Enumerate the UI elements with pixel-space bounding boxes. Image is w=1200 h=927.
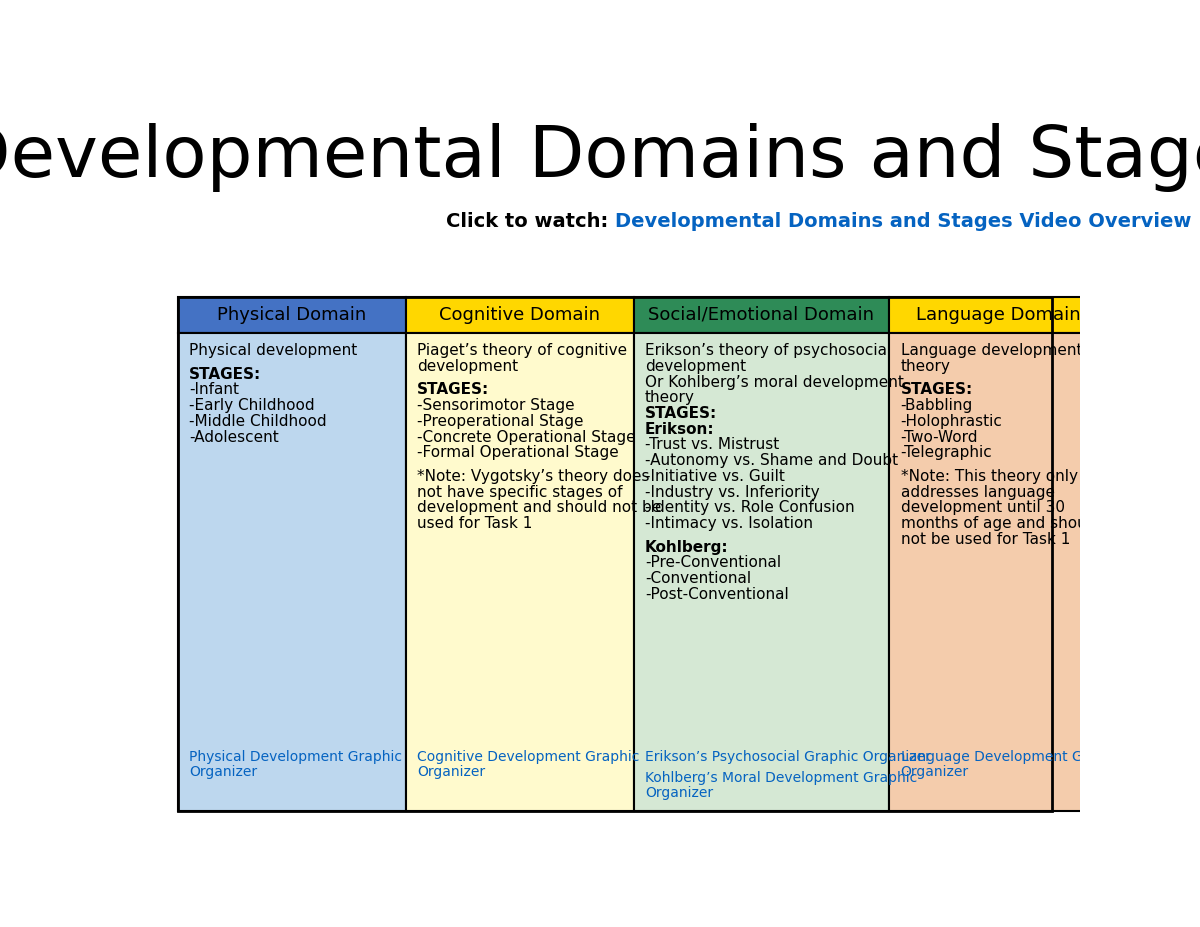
Text: Physical Domain: Physical Domain: [217, 306, 366, 324]
Text: -Industry vs. Inferiority: -Industry vs. Inferiority: [644, 485, 820, 500]
Bar: [889, 333, 1108, 811]
Text: Physical Development Graphic: Physical Development Graphic: [190, 750, 402, 764]
Text: Organizer: Organizer: [416, 765, 485, 779]
Text: -Early Childhood: -Early Childhood: [190, 399, 314, 413]
Text: STAGES:: STAGES:: [416, 383, 490, 398]
Text: development: development: [644, 359, 746, 374]
Text: development and should not be: development and should not be: [416, 501, 661, 515]
Text: -Intimacy vs. Isolation: -Intimacy vs. Isolation: [644, 516, 812, 531]
Text: -Babbling: -Babbling: [900, 399, 973, 413]
Text: Language Development Graphic: Language Development Graphic: [900, 750, 1126, 764]
Text: -Holophrastic: -Holophrastic: [900, 413, 1002, 429]
Text: Social/Emotional Domain: Social/Emotional Domain: [648, 306, 875, 324]
Text: Developmental Domains and Stages Video Overview: Developmental Domains and Stages Video O…: [616, 212, 1192, 232]
Text: Piaget’s theory of cognitive: Piaget’s theory of cognitive: [416, 343, 628, 358]
Text: not have specific stages of: not have specific stages of: [416, 485, 623, 500]
Text: Erikson’s theory of psychosocial: Erikson’s theory of psychosocial: [644, 343, 892, 358]
Text: -Preoperational Stage: -Preoperational Stage: [416, 413, 583, 429]
Text: not be used for Task 1: not be used for Task 1: [900, 532, 1070, 547]
Text: Organizer: Organizer: [644, 786, 713, 800]
Text: -Adolescent: -Adolescent: [190, 429, 278, 445]
Text: -Pre-Conventional: -Pre-Conventional: [644, 555, 781, 570]
Text: -Telegraphic: -Telegraphic: [900, 445, 992, 461]
Text: -Initiative vs. Guilt: -Initiative vs. Guilt: [644, 469, 785, 484]
Text: STAGES:: STAGES:: [900, 383, 973, 398]
Text: Organizer: Organizer: [190, 765, 257, 779]
Text: -Formal Operational Stage: -Formal Operational Stage: [416, 445, 619, 461]
Text: Physical development: Physical development: [190, 343, 358, 358]
Text: -Two-Word: -Two-Word: [900, 429, 978, 445]
Text: Organizer: Organizer: [900, 765, 968, 779]
Text: used for Task 1: used for Task 1: [416, 516, 533, 531]
Text: -Identity vs. Role Confusion: -Identity vs. Role Confusion: [644, 501, 854, 515]
Bar: [178, 297, 1052, 811]
Text: Language development: Language development: [900, 343, 1082, 358]
Bar: [178, 333, 406, 811]
Text: -Autonomy vs. Shame and Doubt: -Autonomy vs. Shame and Doubt: [644, 453, 898, 468]
Text: Or Kohlberg’s moral development: Or Kohlberg’s moral development: [644, 375, 904, 389]
Text: STAGES:: STAGES:: [190, 367, 262, 382]
Text: Erikson’s Psychosocial Graphic Organizer: Erikson’s Psychosocial Graphic Organizer: [644, 750, 931, 764]
Bar: [634, 297, 889, 333]
Text: development: development: [416, 359, 518, 374]
Text: Kohlberg:: Kohlberg:: [644, 540, 728, 554]
Text: theory: theory: [900, 359, 950, 374]
Text: Click to watch:: Click to watch:: [446, 212, 616, 232]
Text: -Middle Childhood: -Middle Childhood: [190, 413, 326, 429]
Bar: [889, 297, 1108, 333]
Text: Erikson:: Erikson:: [644, 422, 714, 437]
Text: *Note: Vygotsky’s theory does: *Note: Vygotsky’s theory does: [416, 469, 649, 484]
Text: theory: theory: [644, 390, 695, 405]
Text: STAGES:: STAGES:: [644, 406, 718, 421]
Text: Developmental Domains and Stages: Developmental Domains and Stages: [0, 123, 1200, 192]
Text: -Infant: -Infant: [190, 383, 239, 398]
Text: development until 30: development until 30: [900, 501, 1064, 515]
Text: months of age and should: months of age and should: [900, 516, 1100, 531]
Bar: [178, 297, 406, 333]
Bar: [406, 297, 634, 333]
Text: Cognitive Domain: Cognitive Domain: [439, 306, 600, 324]
Text: -Concrete Operational Stage: -Concrete Operational Stage: [416, 429, 636, 445]
Text: Language Domain: Language Domain: [917, 306, 1081, 324]
Bar: [406, 333, 634, 811]
Text: -Post-Conventional: -Post-Conventional: [644, 587, 788, 602]
Text: *Note: This theory only: *Note: This theory only: [900, 469, 1078, 484]
Text: -Sensorimotor Stage: -Sensorimotor Stage: [416, 399, 575, 413]
Text: Cognitive Development Graphic: Cognitive Development Graphic: [416, 750, 640, 764]
Bar: [634, 333, 889, 811]
Text: -Conventional: -Conventional: [644, 571, 751, 586]
Text: Kohlberg’s Moral Development Graphic: Kohlberg’s Moral Development Graphic: [644, 771, 917, 785]
Text: addresses language: addresses language: [900, 485, 1055, 500]
Text: -Trust vs. Mistrust: -Trust vs. Mistrust: [644, 438, 779, 452]
